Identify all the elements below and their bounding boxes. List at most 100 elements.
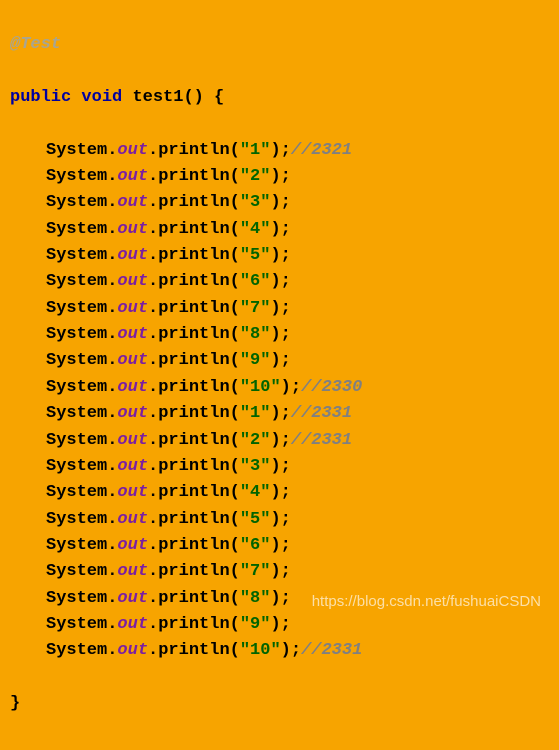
class-ref: System: [46, 325, 107, 344]
method-name: test1: [132, 88, 183, 107]
method-call: println: [158, 404, 229, 423]
close-brace: }: [10, 694, 20, 713]
code-line: System.out.println("6");: [10, 533, 549, 559]
string-arg: "6": [240, 272, 271, 291]
string-arg: "3": [240, 193, 271, 212]
line-comment: //2321: [291, 141, 352, 160]
code-line: System.out.println("5");: [10, 243, 549, 269]
watermark: https://blog.csdn.net/fushuaiCSDN: [312, 590, 541, 613]
class-ref: System: [46, 193, 107, 212]
field-out: out: [117, 141, 148, 160]
field-out: out: [117, 431, 148, 450]
string-arg: "9": [240, 615, 271, 634]
method-call: println: [158, 220, 229, 239]
method-call: println: [158, 536, 229, 555]
field-out: out: [117, 404, 148, 423]
string-arg: "5": [240, 510, 271, 529]
string-arg: "8": [240, 325, 271, 344]
string-arg: "10": [240, 641, 281, 660]
string-arg: "5": [240, 246, 271, 265]
method-call: println: [158, 299, 229, 318]
annotation: @Test: [10, 35, 61, 54]
string-arg: "4": [240, 220, 271, 239]
method-call: println: [158, 246, 229, 265]
code-line: System.out.println("1");//2331: [10, 401, 549, 427]
class-ref: System: [46, 431, 107, 450]
code-line: System.out.println("9");: [10, 348, 549, 374]
class-ref: System: [46, 615, 107, 634]
class-ref: System: [46, 641, 107, 660]
method-call: println: [158, 325, 229, 344]
string-arg: "1": [240, 404, 271, 423]
method-call: println: [158, 378, 229, 397]
method-call: println: [158, 641, 229, 660]
method-call: println: [158, 141, 229, 160]
method-call: println: [158, 431, 229, 450]
line-comment: //2331: [291, 431, 352, 450]
string-arg: "7": [240, 562, 271, 581]
code-line: System.out.println("2");//2331: [10, 428, 549, 454]
field-out: out: [117, 562, 148, 581]
code-line: System.out.println("8");: [10, 322, 549, 348]
string-arg: "9": [240, 351, 271, 370]
class-ref: System: [46, 141, 107, 160]
field-out: out: [117, 589, 148, 608]
string-arg: "2": [240, 167, 271, 186]
code-line: System.out.println("9");: [10, 612, 549, 638]
class-ref: System: [46, 589, 107, 608]
field-out: out: [117, 641, 148, 660]
close-brace-line: }: [10, 691, 549, 717]
parens-brace: () {: [183, 88, 224, 107]
string-arg: "1": [240, 141, 271, 160]
annotation-line: @Test: [10, 32, 549, 58]
code-line: System.out.println("4");: [10, 217, 549, 243]
method-signature: public void test1() {: [10, 85, 549, 111]
class-ref: System: [46, 378, 107, 397]
code-line: System.out.println("3");: [10, 454, 549, 480]
string-arg: "3": [240, 457, 271, 476]
string-arg: "2": [240, 431, 271, 450]
keyword-void: void: [81, 88, 122, 107]
class-ref: System: [46, 220, 107, 239]
string-arg: "10": [240, 378, 281, 397]
line-comment: //2331: [301, 641, 362, 660]
field-out: out: [117, 220, 148, 239]
method-call: println: [158, 272, 229, 291]
class-ref: System: [46, 167, 107, 186]
field-out: out: [117, 483, 148, 502]
string-arg: "4": [240, 483, 271, 502]
code-line: System.out.println("10");//2330: [10, 375, 549, 401]
string-arg: "8": [240, 589, 271, 608]
code-line: System.out.println("3");: [10, 190, 549, 216]
line-comment: //2330: [301, 378, 362, 397]
method-call: println: [158, 167, 229, 186]
class-ref: System: [46, 299, 107, 318]
string-arg: "6": [240, 536, 271, 555]
field-out: out: [117, 536, 148, 555]
keyword-public: public: [10, 88, 71, 107]
field-out: out: [117, 299, 148, 318]
code-line: System.out.println("6");: [10, 269, 549, 295]
method-call: println: [158, 589, 229, 608]
class-ref: System: [46, 272, 107, 291]
field-out: out: [117, 351, 148, 370]
code-line: System.out.println("1");//2321: [10, 138, 549, 164]
class-ref: System: [46, 536, 107, 555]
method-call: println: [158, 483, 229, 502]
field-out: out: [117, 193, 148, 212]
code-line: System.out.println("10");//2331: [10, 638, 549, 664]
code-line: System.out.println("7");: [10, 559, 549, 585]
field-out: out: [117, 272, 148, 291]
code-line: System.out.println("7");: [10, 296, 549, 322]
class-ref: System: [46, 246, 107, 265]
method-call: println: [158, 510, 229, 529]
code-line: System.out.println("5");: [10, 507, 549, 533]
class-ref: System: [46, 404, 107, 423]
field-out: out: [117, 615, 148, 634]
method-call: println: [158, 562, 229, 581]
field-out: out: [117, 378, 148, 397]
field-out: out: [117, 325, 148, 344]
code-line: System.out.println("4");: [10, 480, 549, 506]
field-out: out: [117, 246, 148, 265]
method-call: println: [158, 457, 229, 476]
